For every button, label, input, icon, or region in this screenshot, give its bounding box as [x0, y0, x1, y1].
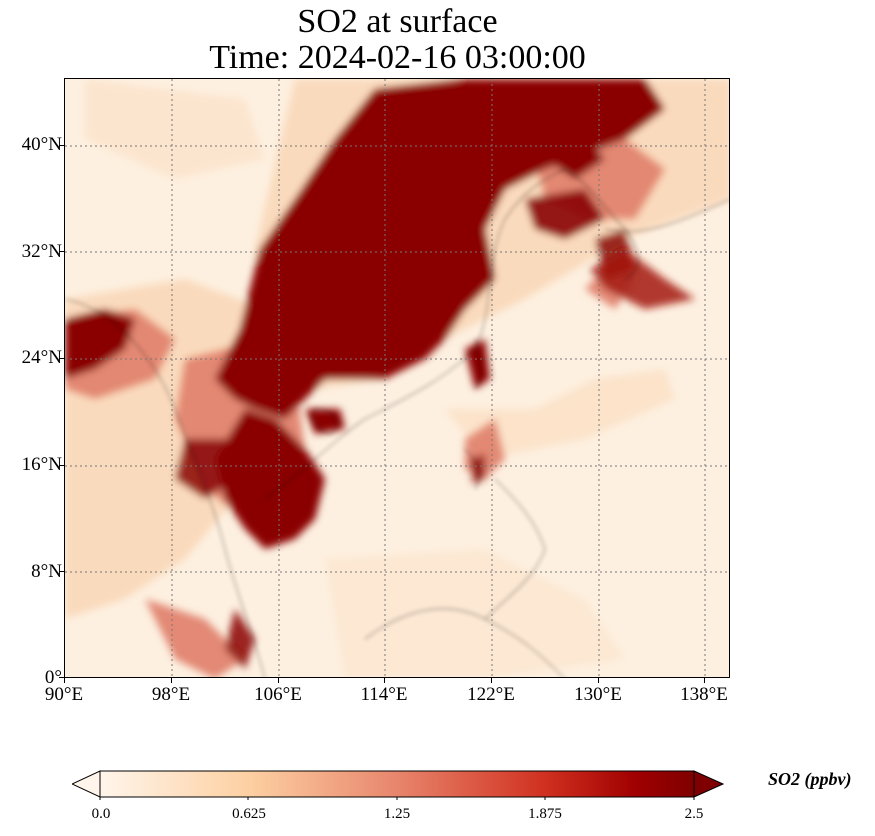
colorbar-extend-min	[72, 770, 101, 798]
y-tick-mark	[59, 358, 64, 359]
so2-field	[65, 79, 729, 677]
colorbar-tick-label: 2.5	[684, 806, 704, 822]
x-tick-label: 98°E	[151, 684, 191, 705]
y-tick-mark	[59, 251, 64, 252]
x-tick-label: 106°E	[254, 684, 302, 705]
x-tick-mark	[598, 678, 599, 683]
x-tick-mark	[384, 678, 385, 683]
y-tick-label: 24°N	[21, 347, 62, 368]
y-tick-mark	[59, 571, 64, 572]
colorbar-tick-label: 0.625	[232, 806, 266, 822]
colorbar-tick-label: 0.0	[91, 806, 111, 822]
y-tick-mark	[59, 145, 64, 146]
x-tick-mark	[704, 678, 705, 683]
colorbar-extend-max	[693, 770, 724, 798]
y-tick-label: 16°N	[21, 454, 62, 475]
colorbar-tick-label: 1.875	[528, 806, 562, 822]
y-tick-label: 8°N	[31, 561, 62, 582]
x-tick-label: 138°E	[680, 684, 728, 705]
y-tick-label: 0°	[44, 667, 62, 688]
x-tick-label: 122°E	[467, 684, 515, 705]
map-time: Time: 2024-02-16 03:00:00	[209, 39, 586, 76]
colorbar	[72, 770, 724, 800]
x-tick-label: 130°E	[574, 684, 622, 705]
y-tick-mark	[59, 677, 64, 678]
x-tick-mark	[491, 678, 492, 683]
map-title: SO2 at surface	[297, 3, 498, 40]
x-tick-mark	[64, 678, 65, 683]
x-tick-mark	[278, 678, 279, 683]
y-tick-label: 40°N	[21, 134, 62, 155]
colorbar-tick-label: 1.25	[383, 806, 411, 822]
y-tick-mark	[59, 465, 64, 466]
y-tick-label: 32°N	[21, 241, 62, 262]
x-tick-mark	[171, 678, 172, 683]
x-tick-label: 114°E	[360, 684, 408, 705]
colorbar-gradient	[99, 770, 695, 798]
x-tick-label: 90°E	[44, 684, 84, 705]
map-panel	[64, 78, 730, 678]
colorbar-label: SO2 (ppbv)	[768, 769, 852, 789]
